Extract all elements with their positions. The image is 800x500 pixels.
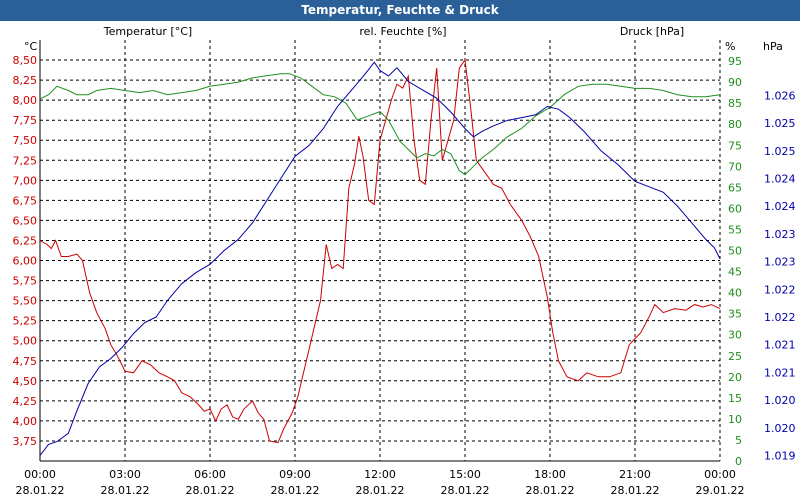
y-mid-tick-label: 80 <box>728 118 742 131</box>
y-left-tick-label: 7,00 <box>13 174 38 187</box>
y-mid-tick-label: 30 <box>728 329 742 342</box>
y-right-tick-label: 1.020 <box>764 422 796 435</box>
y-mid-tick-label: 0 <box>735 455 742 468</box>
x-tick-date: 28.01.22 <box>16 484 65 497</box>
y-right-tick-label: 1.022 <box>764 311 796 324</box>
y-right-tick-label: 1.019 <box>764 449 796 462</box>
x-tick-date: 28.01.22 <box>186 484 235 497</box>
y-left-tick-label: 8,00 <box>13 94 38 107</box>
grid <box>40 40 721 461</box>
y-right-tick-label: 1.024 <box>764 172 796 185</box>
x-tick-time: 09:00 <box>279 468 311 481</box>
y-right-tick-label: 1.022 <box>764 283 796 296</box>
y-left-tick-label: 6,00 <box>13 255 38 268</box>
x-tick-time: 06:00 <box>194 468 226 481</box>
x-tick-date: 28.01.22 <box>526 484 575 497</box>
y-mid-tick-label: 20 <box>728 371 742 384</box>
x-tick-time: 00:00 <box>24 468 56 481</box>
y-mid-tick-label: 70 <box>728 160 742 173</box>
y-mid-tick-label: 35 <box>728 308 742 321</box>
x-tick-time: 18:00 <box>534 468 566 481</box>
y-left-tick-label: 7,25 <box>13 154 38 167</box>
series-druck <box>39 61 721 456</box>
y-mid-tick-label: 25 <box>728 350 742 363</box>
y-right-tick-label: 1.021 <box>764 339 796 352</box>
y-mid-tick-label: 40 <box>728 287 742 300</box>
y-axis-right: 1.019 1.020 1.020 1.021 1.021 1.022 1.022 1.023… <box>764 89 796 462</box>
y-right-tick-label: 1.023 <box>764 228 796 241</box>
series-group <box>39 58 721 456</box>
y-left-tick-label: 5,00 <box>13 335 38 348</box>
x-tick-date: 28.01.22 <box>101 484 150 497</box>
y-right-tick-label: 1.021 <box>764 366 796 379</box>
legend-temperatur: Temperatur [°C] <box>103 25 192 38</box>
y-left-tick-label: 6,25 <box>13 234 38 247</box>
y-right-tick-label: 1.025 <box>764 117 796 130</box>
y-mid-tick-label: 75 <box>728 139 742 152</box>
y-left-tick-label: 4,25 <box>13 395 38 408</box>
x-tick-time: 15:00 <box>449 468 481 481</box>
x-tick-time: 00:00 <box>704 468 736 481</box>
y-right-tick-label: 1.026 <box>764 89 796 102</box>
y-left-tick-label: 7,75 <box>13 114 38 127</box>
y-left-tick-label: 5,75 <box>13 275 38 288</box>
y-left-tick-label: 6,50 <box>13 214 38 227</box>
x-tick-date: 28.01.22 <box>611 484 660 497</box>
y-right-unit: hPa <box>763 40 783 53</box>
y-left-tick-label: 3,75 <box>13 435 38 448</box>
plot-frame <box>39 40 720 462</box>
y-right-tick-label: 1.023 <box>764 256 796 269</box>
y-left-tick-label: 4,50 <box>13 375 38 388</box>
y-left-tick-label: 8,50 <box>13 54 38 67</box>
y-mid-tick-label: 15 <box>728 392 742 405</box>
chart-title: Temperatur, Feuchte & Druck <box>301 3 499 17</box>
chart-title-bar: Temperatur, Feuchte & Druck <box>0 0 800 21</box>
y-mid-tick-label: 45 <box>728 266 742 279</box>
y-right-tick-label: 1.024 <box>764 200 796 213</box>
x-tick-date: 28.01.22 <box>271 484 320 497</box>
y-mid-tick-label: 85 <box>728 97 742 110</box>
x-tick-time: 03:00 <box>109 468 141 481</box>
legend-feuchte: rel. Feuchte [%] <box>359 25 446 38</box>
x-tick-date: 29.01.22 <box>696 484 745 497</box>
y-mid-tick-label: 55 <box>728 223 742 236</box>
x-tick-time: 21:00 <box>619 468 651 481</box>
y-left-unit: °C <box>24 40 38 53</box>
y-left-tick-label: 5,25 <box>13 315 38 328</box>
x-tick-time: 12:00 <box>364 468 396 481</box>
y-left-tick-label: 6,75 <box>13 194 38 207</box>
y-right-tick-label: 1.020 <box>764 394 796 407</box>
series-temperatur <box>39 58 721 444</box>
y-axis-left: 3,75 4,00 4,25 4,50 4,75 5,00 5,25 5,50 5,75 6,00… <box>13 54 38 448</box>
y-mid-tick-label: 60 <box>728 202 742 215</box>
y-left-tick-label: 4,00 <box>13 415 38 428</box>
y-mid-tick-label: 50 <box>728 245 742 258</box>
chart-canvas: 3,75 4,00 4,25 4,50 4,75 5,00 5,25 5,50 5,75 6,00… <box>0 21 800 500</box>
x-tick-date: 28.01.22 <box>441 484 490 497</box>
y-axis-mid: 0 5 10 15 20 25 30 35 40 45 50 55 60 65 70 75 80 85 90 95 <box>728 55 742 468</box>
y-mid-tick-label: 5 <box>735 434 742 447</box>
series-feuchte <box>39 73 721 176</box>
y-left-tick-label: 7,50 <box>13 134 38 147</box>
legend-druck: Druck [hPa] <box>620 25 684 38</box>
y-right-tick-label: 1.025 <box>764 145 796 158</box>
y-left-tick-label: 4,75 <box>13 355 38 368</box>
y-mid-tick-label: 95 <box>728 55 742 68</box>
y-mid-unit: % <box>725 40 735 53</box>
y-left-tick-label: 8,25 <box>13 74 38 87</box>
y-mid-tick-label: 10 <box>728 413 742 426</box>
y-mid-tick-label: 90 <box>728 76 742 89</box>
y-left-tick-label: 5,50 <box>13 295 38 308</box>
x-axis: 00:00 28.01.22 03:00 28.01.22 06:00 28.01.22 0… <box>16 468 745 497</box>
x-tick-date: 28.01.22 <box>356 484 405 497</box>
y-mid-tick-label: 65 <box>728 181 742 194</box>
